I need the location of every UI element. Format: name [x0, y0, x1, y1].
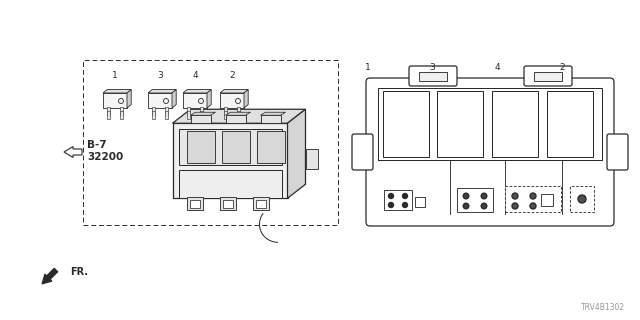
- Polygon shape: [207, 90, 211, 108]
- Bar: [223, 107, 227, 115]
- Bar: [255, 200, 266, 208]
- Bar: [220, 197, 236, 210]
- Text: 3: 3: [157, 71, 163, 80]
- Bar: [223, 200, 232, 208]
- Bar: [200, 111, 204, 119]
- Circle shape: [403, 194, 408, 198]
- Bar: [257, 131, 285, 163]
- Circle shape: [403, 203, 408, 207]
- Bar: [152, 111, 155, 119]
- Polygon shape: [127, 90, 131, 108]
- Circle shape: [481, 203, 487, 209]
- Bar: [183, 93, 207, 108]
- Text: B-7: B-7: [87, 140, 107, 150]
- Circle shape: [512, 193, 518, 199]
- Bar: [186, 107, 190, 115]
- Bar: [186, 131, 214, 163]
- Text: 4: 4: [192, 71, 198, 80]
- Circle shape: [388, 194, 394, 198]
- Bar: [120, 107, 124, 115]
- Bar: [383, 91, 429, 157]
- Text: 2: 2: [559, 63, 565, 72]
- Polygon shape: [220, 90, 248, 93]
- Text: 32200: 32200: [87, 152, 124, 162]
- Bar: [223, 111, 227, 119]
- Polygon shape: [172, 90, 176, 108]
- Bar: [179, 129, 282, 164]
- Bar: [260, 115, 280, 123]
- Polygon shape: [173, 109, 305, 123]
- Bar: [165, 111, 168, 119]
- Bar: [106, 107, 110, 115]
- Circle shape: [530, 203, 536, 209]
- Polygon shape: [148, 90, 176, 93]
- Bar: [253, 197, 269, 210]
- Bar: [148, 93, 172, 108]
- FancyBboxPatch shape: [352, 134, 373, 170]
- Circle shape: [463, 193, 468, 199]
- Circle shape: [481, 193, 487, 199]
- Bar: [237, 111, 241, 119]
- Bar: [437, 91, 483, 157]
- Bar: [220, 93, 244, 108]
- Text: 1: 1: [365, 63, 371, 72]
- Bar: [419, 72, 447, 81]
- Circle shape: [512, 203, 518, 209]
- Bar: [191, 115, 211, 123]
- Polygon shape: [173, 123, 287, 198]
- Polygon shape: [103, 90, 131, 93]
- FancyBboxPatch shape: [607, 134, 628, 170]
- Polygon shape: [183, 90, 211, 93]
- Bar: [541, 194, 553, 206]
- Text: TRV4B1302: TRV4B1302: [581, 303, 625, 312]
- Bar: [179, 170, 282, 198]
- Bar: [505, 186, 561, 212]
- Polygon shape: [225, 112, 250, 115]
- Bar: [457, 188, 493, 212]
- Polygon shape: [244, 90, 248, 108]
- Bar: [83, 60, 338, 225]
- FancyArrow shape: [64, 147, 82, 157]
- Bar: [384, 190, 412, 210]
- FancyArrow shape: [42, 268, 58, 284]
- Bar: [225, 115, 246, 123]
- FancyBboxPatch shape: [409, 66, 457, 86]
- Bar: [186, 197, 202, 210]
- Polygon shape: [287, 109, 305, 198]
- Text: 1: 1: [112, 71, 118, 80]
- Polygon shape: [260, 112, 285, 115]
- Text: 2: 2: [229, 71, 235, 80]
- Text: 3: 3: [429, 63, 435, 72]
- Bar: [415, 197, 425, 207]
- FancyBboxPatch shape: [366, 78, 614, 226]
- Bar: [570, 186, 594, 212]
- Bar: [103, 93, 127, 108]
- Circle shape: [578, 195, 586, 203]
- Text: FR.: FR.: [70, 267, 88, 277]
- Bar: [534, 72, 562, 81]
- Circle shape: [463, 203, 468, 209]
- Bar: [106, 111, 110, 119]
- Bar: [221, 131, 250, 163]
- FancyBboxPatch shape: [524, 66, 572, 86]
- Circle shape: [388, 203, 394, 207]
- Bar: [189, 200, 200, 208]
- Circle shape: [530, 193, 536, 199]
- Bar: [186, 111, 190, 119]
- Polygon shape: [191, 112, 216, 115]
- Bar: [237, 107, 241, 115]
- Bar: [378, 88, 602, 160]
- Bar: [305, 149, 317, 169]
- Text: 4: 4: [494, 63, 500, 72]
- Bar: [120, 111, 124, 119]
- Bar: [152, 107, 155, 115]
- Bar: [492, 91, 538, 157]
- Bar: [165, 107, 168, 115]
- Bar: [547, 91, 593, 157]
- Bar: [200, 107, 204, 115]
